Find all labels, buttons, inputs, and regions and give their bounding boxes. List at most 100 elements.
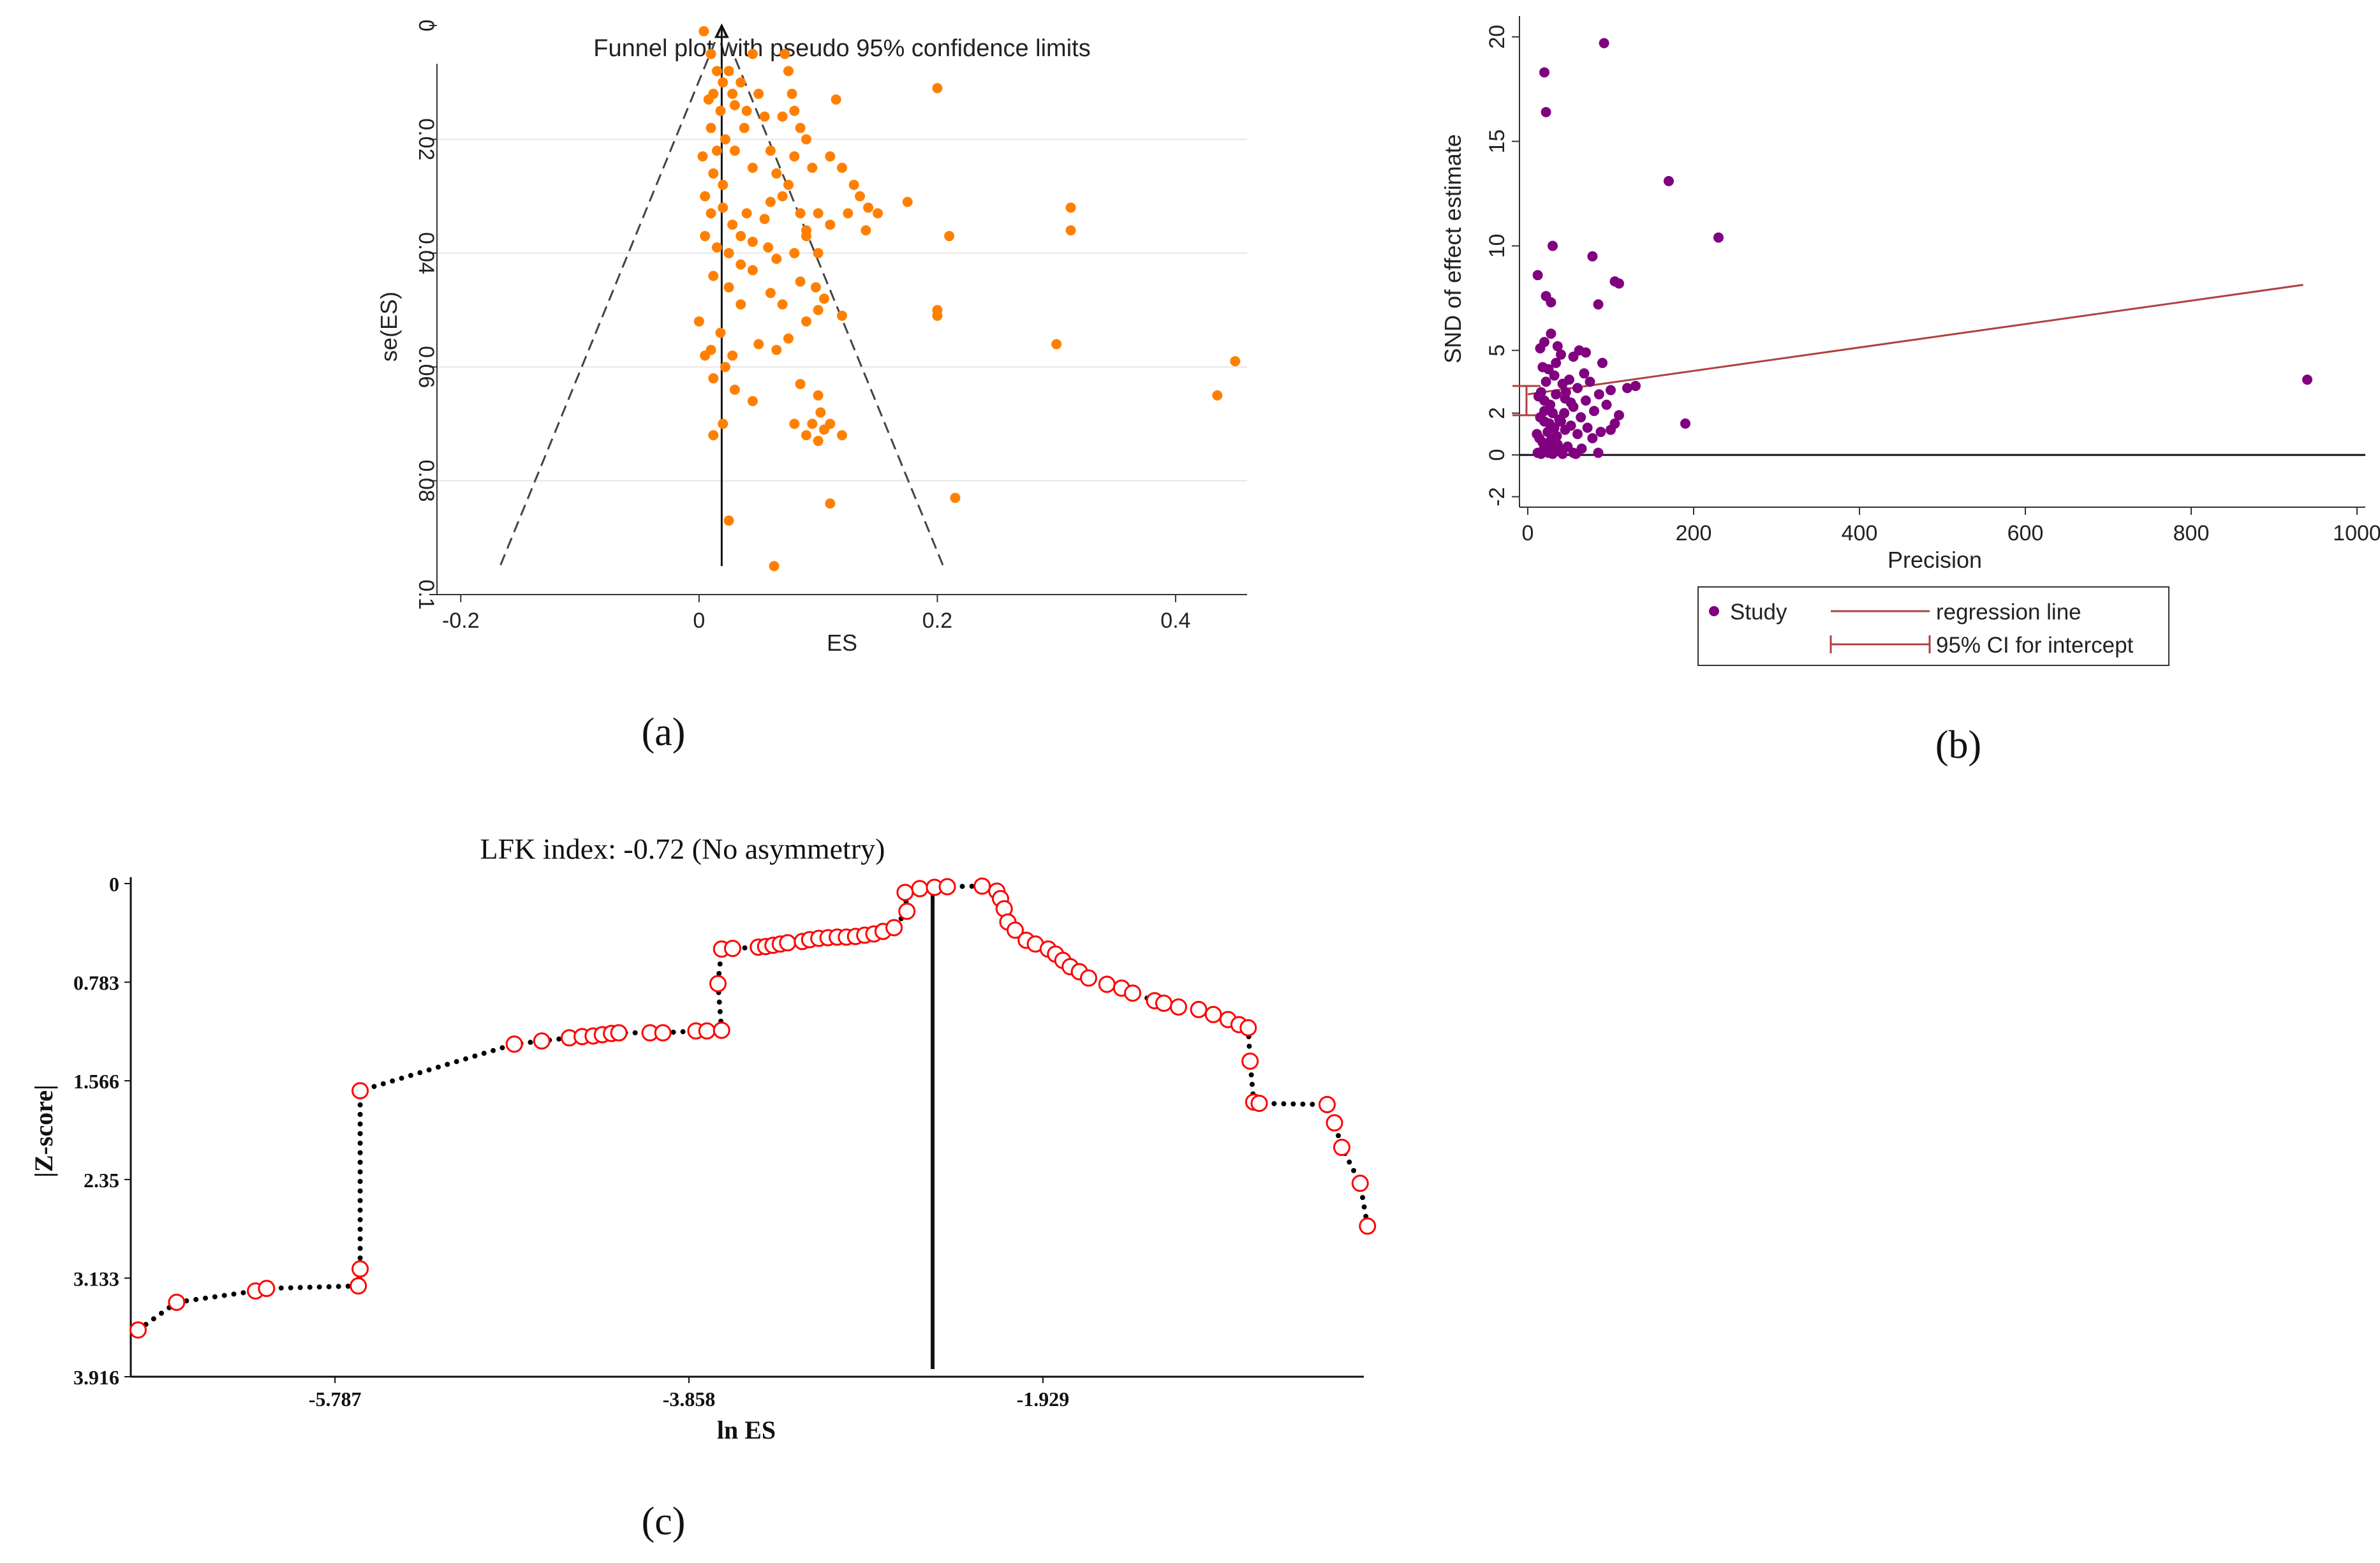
doi-point <box>779 934 797 952</box>
doi-connector <box>135 883 1370 1369</box>
egger-point <box>1581 395 1591 406</box>
funnel-point <box>789 105 800 116</box>
funnel-point <box>795 122 806 133</box>
egger-point <box>1541 376 1551 387</box>
egger-point <box>1589 406 1599 417</box>
doi-y-tick-label: 0 <box>109 873 119 896</box>
doi-point <box>1318 1095 1336 1113</box>
egger-point <box>1539 67 1549 78</box>
funnel-point <box>720 134 730 145</box>
funnel-point <box>727 219 738 230</box>
funnel-point <box>813 208 824 219</box>
egger-point <box>1579 368 1590 379</box>
funnel-point <box>708 168 719 179</box>
funnel-point <box>1212 390 1223 401</box>
funnel-point <box>801 316 811 327</box>
egger-point <box>1559 408 1570 419</box>
funnel-point <box>735 77 746 88</box>
funnel-point <box>735 231 746 242</box>
funnel-point <box>723 515 734 526</box>
doi-point <box>1155 995 1172 1012</box>
funnel-title: Funnel plot with pseudo 95% confidence l… <box>593 35 1090 62</box>
legend-study-marker <box>1709 606 1719 616</box>
doi-x-tick-label: -3.858 <box>663 1388 716 1411</box>
funnel-point <box>700 231 711 242</box>
egger-x-tick-label: 400 <box>1842 521 1878 545</box>
funnel-point <box>765 288 776 299</box>
funnel-point <box>810 282 821 293</box>
funnel-point <box>783 333 794 344</box>
funnel-point <box>711 66 722 77</box>
funnel-point <box>777 299 788 310</box>
doi-point <box>723 940 741 958</box>
egger-point <box>1548 241 1558 251</box>
funnel-point <box>1051 339 1062 350</box>
funnel-point <box>729 145 740 156</box>
egger-x-tick-label: 1000 <box>2333 521 2380 545</box>
funnel-point <box>815 407 826 418</box>
panel-a-funnel-plot: Funnel plot with pseudo 95% confidence l… <box>376 20 1247 656</box>
funnel-point <box>789 248 800 258</box>
funnel-point <box>739 122 750 133</box>
egger-point <box>1664 175 1674 186</box>
legend-box <box>1697 586 2169 666</box>
egger-point <box>1581 347 1591 358</box>
funnel-point <box>801 134 811 145</box>
egger-x-tick-label: 200 <box>1676 521 1712 545</box>
egger-y-label: SND of effect estimate <box>1440 134 1466 364</box>
funnel-point <box>861 225 871 236</box>
doi-y-tick-label: 1.566 <box>73 1070 119 1093</box>
doi-point <box>258 1280 276 1298</box>
doi-point <box>1169 998 1187 1016</box>
funnel-point <box>769 561 780 572</box>
egger-point <box>1560 387 1571 397</box>
egger-point <box>1556 416 1566 427</box>
funnel-point <box>932 310 943 321</box>
doi-point <box>351 1260 369 1278</box>
doi-point <box>938 878 956 896</box>
funnel-point <box>715 105 726 116</box>
funnel-point <box>763 242 774 253</box>
egger-point <box>1557 448 1568 459</box>
egger-point <box>1546 329 1556 339</box>
doi-point <box>168 1293 186 1311</box>
funnel-point <box>747 163 758 173</box>
funnel-point <box>789 151 800 162</box>
funnel-point <box>789 419 800 429</box>
funnel-point <box>747 48 758 59</box>
funnel-point <box>759 111 770 122</box>
funnel-point <box>706 48 716 59</box>
funnel-y-tick-label: 0.1 <box>414 579 438 609</box>
egger-legend: Study regression line 95% CI for interce… <box>1697 586 2169 666</box>
funnel-point <box>795 276 806 287</box>
funnel-pooled-arrow <box>714 23 729 38</box>
funnel-x-tick-label: 0.4 <box>1160 609 1190 633</box>
funnel-point <box>723 248 734 258</box>
funnel-point <box>818 293 829 304</box>
egger-point <box>1551 357 1562 368</box>
funnel-point <box>720 362 730 373</box>
funnel-point <box>759 214 770 225</box>
funnel-point <box>825 419 836 429</box>
funnel-y-tick-label: 0 <box>414 20 438 32</box>
funnel-y-label: se(ES) <box>376 292 402 362</box>
funnel-point <box>807 419 818 429</box>
doi-point <box>1098 975 1116 993</box>
funnel-point <box>801 231 811 242</box>
doi-point <box>351 1082 369 1100</box>
funnel-point <box>795 378 806 389</box>
funnel-point <box>932 83 943 94</box>
funnel-x-label: ES <box>827 630 857 656</box>
egger-point <box>1551 389 1562 400</box>
funnel-x-tick-label: -0.2 <box>442 609 480 633</box>
funnel-point <box>723 66 734 77</box>
funnel-point <box>711 145 722 156</box>
funnel-y-tick-label: 0.06 <box>414 346 438 388</box>
egger-point <box>1593 389 1604 400</box>
doi-points <box>129 877 1377 1339</box>
funnel-point <box>771 253 782 264</box>
doi-y-tick-label: 2.35 <box>84 1169 119 1192</box>
